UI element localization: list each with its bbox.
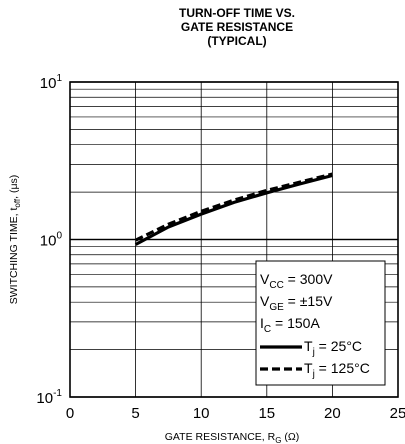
legend-label: Tj = 25°C <box>304 338 362 358</box>
x-tick-label: 20 <box>324 405 341 422</box>
chart-title-line: GATE RESISTANCE <box>181 20 293 34</box>
series-line-solid <box>134 173 333 246</box>
chart-title: TURN-OFF TIME VS.GATE RESISTANCE(TYPICAL… <box>179 6 295 48</box>
chart-title-line: TURN-OFF TIME VS. <box>179 6 295 20</box>
series-line-dashed <box>134 172 333 242</box>
legend-label: Tj = 125°C <box>304 360 370 380</box>
chart-title-line: (TYPICAL) <box>207 34 266 48</box>
x-axis-label: GATE RESISTANCE, RG (Ω) <box>165 431 299 444</box>
legend-box <box>255 260 386 386</box>
x-tick-label: 10 <box>193 405 210 422</box>
y-tick-labels: 10-1 100 101 <box>36 73 62 407</box>
x-tick-label: 5 <box>131 405 139 422</box>
y-tick-label: 10-1 <box>36 388 62 407</box>
y-tick-label: 101 <box>40 73 63 92</box>
grid <box>70 81 398 398</box>
plot-frame <box>69 81 399 398</box>
series <box>134 172 333 246</box>
x-tick-label: 15 <box>258 405 275 422</box>
y-tick-label: 100 <box>40 231 63 250</box>
condition-label: IC = 150A <box>260 315 320 335</box>
condition-label: VGE = ±15V <box>260 293 333 313</box>
x-tick-label: 0 <box>66 405 74 422</box>
y-axis-label: SWITCHING TIME, toff, (μs) <box>8 175 22 305</box>
x-tick-labels: 0 5 10 15 20 25 <box>66 405 405 422</box>
condition-label: VCC = 300V <box>260 271 333 291</box>
x-tick-label: 25 <box>390 405 405 422</box>
